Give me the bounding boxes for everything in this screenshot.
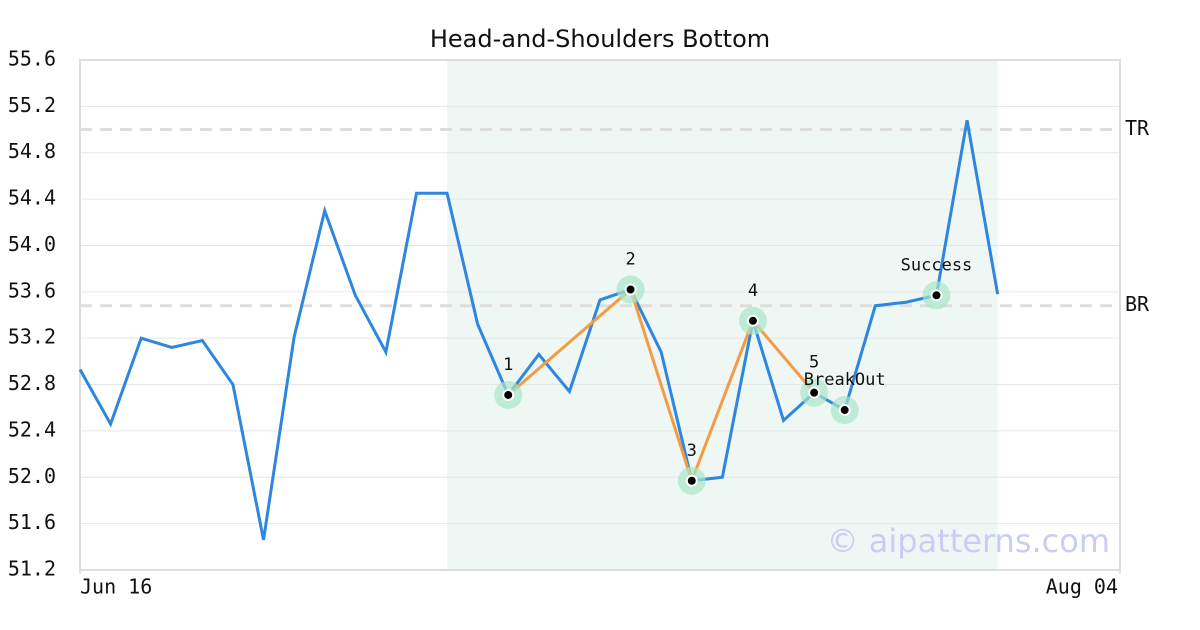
- level-label: BR: [1125, 292, 1150, 316]
- level-label: TR: [1125, 116, 1150, 140]
- marker-label: 3: [687, 441, 697, 461]
- marker-label: 5: [809, 353, 819, 373]
- y-tick-label: 52.0: [8, 464, 56, 488]
- marker-label: Success: [901, 255, 973, 275]
- y-tick-label: 53.6: [8, 278, 56, 302]
- marker: [808, 386, 821, 399]
- y-tick-label: 53.2: [8, 325, 56, 349]
- y-tick-label: 52.8: [8, 371, 56, 395]
- y-tick-label: 54.4: [8, 186, 56, 210]
- marker: [624, 283, 637, 296]
- watermark: © aipatterns.com: [827, 522, 1110, 560]
- y-tick-label: 51.6: [8, 510, 56, 534]
- y-tick-label: 52.4: [8, 417, 56, 441]
- y-tick-label: 54.8: [8, 139, 56, 163]
- marker: [685, 474, 698, 487]
- shaded-range: [447, 60, 998, 570]
- marker: [838, 404, 851, 417]
- marker-label: 4: [748, 281, 758, 301]
- y-tick-label: 54.0: [8, 232, 56, 256]
- y-tick-label: 51.2: [8, 557, 56, 581]
- marker: [502, 388, 515, 401]
- chart-title: Head-and-Shoulders Bottom: [430, 25, 770, 53]
- marker-label: BreakOut: [804, 370, 886, 390]
- plot-frame: [79, 59, 1121, 571]
- marker-label: 2: [625, 250, 635, 270]
- x-tick-label: Aug 04: [1046, 575, 1118, 599]
- marker: [746, 314, 759, 327]
- y-tick-label: 55.6: [8, 47, 56, 71]
- x-tick-label: Jun 16: [80, 575, 152, 599]
- y-tick-label: 55.2: [8, 93, 56, 117]
- marker-label: 1: [503, 355, 513, 375]
- marker: [930, 289, 943, 302]
